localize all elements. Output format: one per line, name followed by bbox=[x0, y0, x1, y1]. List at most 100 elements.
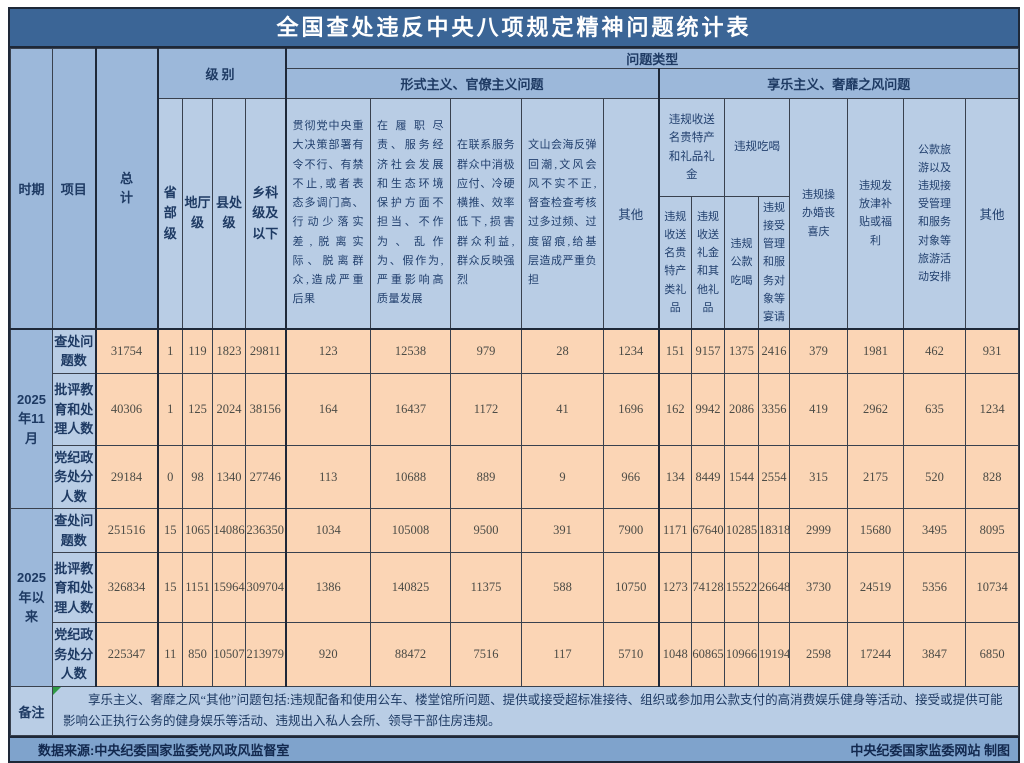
statistics-table-panel: 全国查处违反中央八项规定精神问题统计表 时期 项目 总计 级别 问题类型 形式主… bbox=[8, 7, 1020, 763]
data-cell: 15 bbox=[157, 508, 183, 554]
group-header-level: 级别 bbox=[156, 48, 287, 99]
data-cell: 635 bbox=[903, 372, 967, 446]
data-cell: 41 bbox=[521, 372, 605, 446]
data-cell: 7900 bbox=[603, 508, 660, 554]
data-cell: 31754 bbox=[94, 327, 159, 374]
data-cell: 1234 bbox=[603, 327, 660, 374]
remark-content: 享乐主义、奢靡之风“其他”问题包括:违规配备和使用公车、楼堂馆所问题、提供或接受… bbox=[51, 685, 1020, 737]
data-cell: 251516 bbox=[94, 508, 159, 554]
data-cell: 3730 bbox=[789, 552, 849, 624]
data-cell: 125 bbox=[182, 372, 213, 446]
header-row-1: 时期 项目 总计 级别 问题类型 bbox=[10, 47, 1020, 330]
data-cell: 15 bbox=[157, 552, 183, 624]
data-cell: 1172 bbox=[450, 372, 523, 446]
group-header-gifts: 违规收送名贵特产和礼品礼金 bbox=[658, 98, 726, 197]
data-cell: 29184 bbox=[94, 444, 159, 510]
col-header-formalism-4: 文山会海反弹回潮,文风会风不实不正,督查检查考核过多过频、过度留痕,给基层造成严… bbox=[521, 97, 605, 330]
data-cell: 1386 bbox=[285, 552, 372, 624]
data-cell: 11 bbox=[157, 622, 183, 687]
data-cell: 2999 bbox=[789, 508, 849, 554]
row-header: 批评教育和处理人数 bbox=[52, 372, 96, 446]
data-cell: 3847 bbox=[903, 622, 967, 687]
data-cell: 27746 bbox=[244, 444, 287, 510]
col-header-allowances: 违规发放津补贴或福利 bbox=[847, 97, 905, 330]
data-cell: 119 bbox=[182, 327, 213, 374]
data-cell: 1544 bbox=[724, 444, 760, 510]
data-cell: 326834 bbox=[94, 552, 159, 624]
data-cell: 2962 bbox=[847, 372, 905, 446]
col-header-province-level: 省部级 bbox=[157, 97, 183, 330]
col-header-prefecture-level: 地厅级 bbox=[182, 97, 213, 330]
table-row: 2025年以来 查处问题数 251516 15 1065 14086 23635… bbox=[10, 508, 1020, 687]
data-cell: 391 bbox=[521, 508, 605, 554]
data-cell: 10507 bbox=[212, 622, 246, 687]
data-cell: 1823 bbox=[212, 327, 246, 374]
col-header-formalism-1: 贯彻党中央重大决策部署有令不行、有禁不止,或者表态多调门高、行动少落实差,脱离实… bbox=[284, 97, 372, 330]
col-header-formalism-2: 在履职尽责、服务经济社会发展和生态环境保护方面不担当、不作为、乱作为、假作为,严… bbox=[370, 97, 452, 330]
data-cell: 15680 bbox=[847, 508, 905, 554]
row-header: 批评教育和处理人数 bbox=[52, 552, 96, 624]
col-header-weddings-funerals: 违规操办婚丧喜庆 bbox=[789, 97, 849, 330]
data-cell: 151 bbox=[658, 327, 693, 374]
data-cell: 140825 bbox=[370, 552, 452, 624]
data-cell: 419 bbox=[789, 372, 849, 446]
data-cell: 1151 bbox=[182, 552, 213, 624]
credit: 中央纪委国家监委网站 制图 bbox=[850, 743, 1010, 759]
col-header-period: 时期 bbox=[10, 47, 53, 330]
data-cell: 10285 bbox=[724, 508, 760, 554]
group-header-problem-type: 问题类型 bbox=[284, 48, 1020, 69]
data-cell: 10688 bbox=[370, 444, 452, 510]
data-cell: 9942 bbox=[691, 372, 726, 446]
header-row-2: 形式主义、官僚主义问题 享乐主义、奢靡之风问题 bbox=[11, 68, 1020, 99]
data-cell: 14086 bbox=[212, 508, 246, 554]
data-cell: 1234 bbox=[965, 372, 1020, 446]
row-header: 党纪政务处分人数 bbox=[52, 444, 96, 510]
data-cell: 1171 bbox=[658, 508, 693, 554]
data-cell: 24519 bbox=[847, 552, 905, 624]
col-header-formalism-other: 其他 bbox=[603, 97, 660, 330]
data-cell: 1 bbox=[157, 327, 183, 374]
data-cell: 850 bbox=[182, 622, 213, 687]
data-cell: 10750 bbox=[603, 552, 660, 624]
table-row: 批评教育和处理人数 40306 1 125 2024 38156 164 164… bbox=[11, 372, 1020, 446]
data-cell: 520 bbox=[903, 444, 967, 510]
data-cell: 8449 bbox=[691, 444, 726, 510]
header-row-3: 省部级 地厅级 县处级 乡科级及以下 贯彻党中央重大决策部署有令不行、有禁不止,… bbox=[11, 97, 1020, 330]
group-header-hedonism: 享乐主义、奢靡之风问题 bbox=[658, 68, 1020, 99]
data-cell: 225347 bbox=[94, 622, 159, 687]
data-cell: 164 bbox=[285, 372, 372, 446]
data-cell: 29811 bbox=[244, 327, 287, 374]
col-header-hedonism-other: 其他 bbox=[965, 97, 1020, 330]
data-cell: 3495 bbox=[903, 508, 967, 554]
col-header-dining-public-funds: 违规公款吃喝 bbox=[724, 195, 760, 330]
data-cell: 2416 bbox=[758, 327, 791, 374]
remark-row: 备注 享乐主义、奢靡之风“其他”问题包括:违规配备和使用公车、楼堂馆所问题、提供… bbox=[10, 685, 1020, 737]
data-cell: 18318 bbox=[758, 508, 791, 554]
data-cell: 3356 bbox=[758, 372, 791, 446]
data-cell: 5710 bbox=[603, 622, 660, 687]
data-cell: 309704 bbox=[244, 552, 287, 624]
data-cell: 105008 bbox=[370, 508, 452, 554]
data-cell: 98 bbox=[182, 444, 213, 510]
data-cell: 0 bbox=[157, 444, 183, 510]
period-header: 2025年11月 bbox=[10, 327, 53, 510]
data-cell: 28 bbox=[521, 327, 605, 374]
period-header: 2025年以来 bbox=[10, 508, 53, 687]
data-cell: 60865 bbox=[691, 622, 726, 687]
data-cell: 9500 bbox=[450, 508, 523, 554]
table-row: 批评教育和处理人数 326834 15 1151 15964 309704 13… bbox=[11, 552, 1020, 624]
table-row: 党纪政务处分人数 225347 11 850 10507 213979 920 … bbox=[11, 622, 1020, 687]
data-cell: 213979 bbox=[244, 622, 287, 687]
footer-bar: 数据来源:中央纪委国家监委党风政风监督室 中央纪委国家监委网站 制图 bbox=[10, 736, 1018, 762]
data-cell: 966 bbox=[603, 444, 660, 510]
data-cell: 1065 bbox=[182, 508, 213, 554]
data-cell: 38156 bbox=[244, 372, 287, 446]
data-cell: 462 bbox=[903, 327, 967, 374]
data-cell: 5356 bbox=[903, 552, 967, 624]
data-cell: 1696 bbox=[603, 372, 660, 446]
data-cell: 7516 bbox=[450, 622, 523, 687]
data-cell: 9 bbox=[521, 444, 605, 510]
data-cell: 889 bbox=[450, 444, 523, 510]
data-cell: 113 bbox=[285, 444, 372, 510]
remark-text: 享乐主义、奢靡之风“其他”问题包括:违规配备和使用公车、楼堂馆所问题、提供或接受… bbox=[63, 692, 1003, 729]
